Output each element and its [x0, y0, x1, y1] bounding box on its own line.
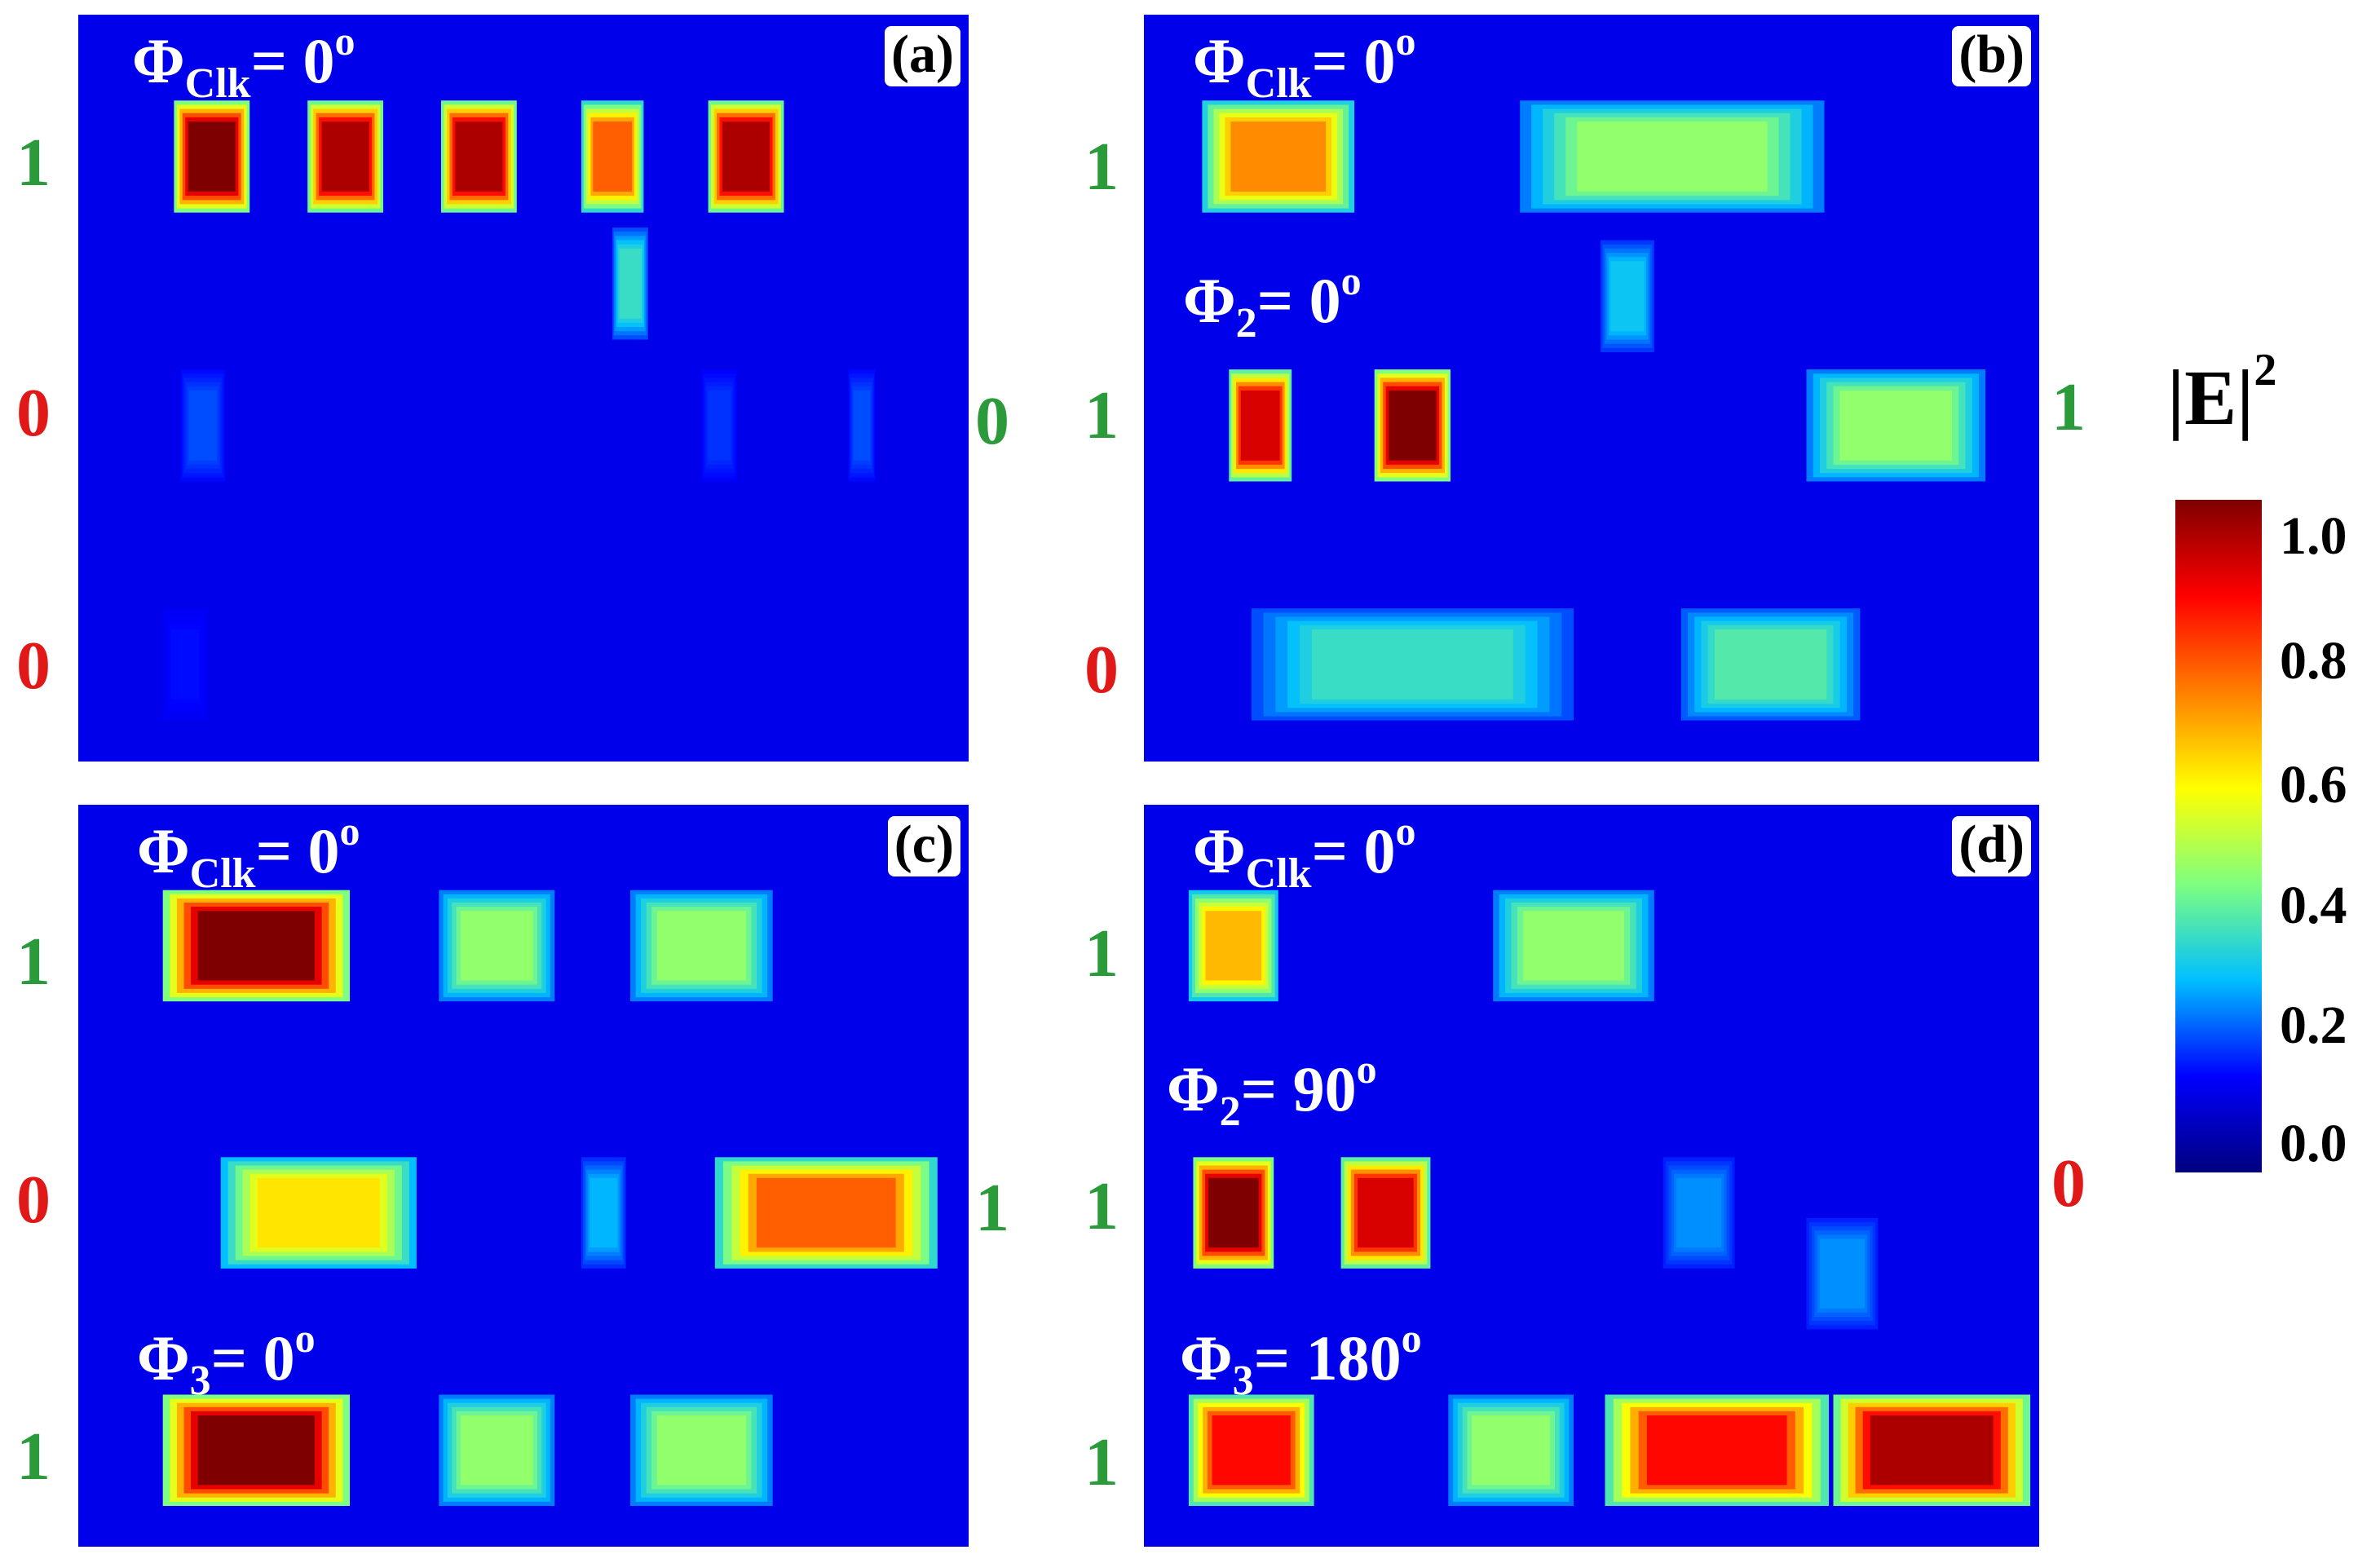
field-hotspot — [1577, 121, 1768, 192]
field-hotspot — [188, 121, 236, 192]
field-hotspot — [722, 121, 770, 192]
panel-c: ΦClk= 0o Φ3= 0o (c) — [78, 805, 969, 1547]
field-hotspot — [1240, 390, 1280, 461]
field-hotspot — [1676, 1177, 1722, 1248]
panel-tag: (c) — [887, 816, 960, 876]
output-b: 1 — [2051, 369, 2086, 445]
field-hotspot — [656, 911, 746, 981]
field-hotspot — [1523, 911, 1624, 981]
phase-clk-label: ΦClk= 0o — [1193, 18, 1416, 107]
panel-d: ΦClk= 0o Φ2= 90o Φ3= 180o (d) — [1144, 805, 2039, 1547]
panel-tag: (a) — [885, 26, 960, 86]
field-hotspot — [1212, 1415, 1291, 1486]
phase-clk-label: ΦClk= 0o — [132, 18, 355, 107]
field-map-d — [1144, 805, 2039, 1547]
field-hotspot — [455, 121, 503, 192]
colorbar-tick-4: 0.4 — [2280, 876, 2347, 935]
phase-2-label: Φ2= 90o — [1167, 1046, 1377, 1135]
field-hotspot — [1820, 1238, 1865, 1309]
panel-b: ΦClk= 0o Φ2= 0o (b) — [1144, 15, 2039, 762]
field-hotspot — [589, 1177, 618, 1248]
field-map-a — [78, 15, 969, 762]
colorbar-tick-6: 0.0 — [2280, 1114, 2347, 1173]
field-map-b — [1144, 15, 2039, 762]
panel-tag: (b) — [1952, 26, 2031, 86]
field-hotspot — [197, 1415, 315, 1486]
field-hotspot — [321, 121, 369, 192]
phase-2-label: Φ2= 0o — [1183, 258, 1362, 347]
colorbar-title: |E|2 — [2167, 345, 2277, 441]
input-d-3: 1 — [1084, 1424, 1119, 1500]
input-a-3: 0 — [16, 628, 51, 704]
phase-3-label: Φ3= 180o — [1180, 1315, 1422, 1404]
input-b-3: 0 — [1084, 632, 1119, 708]
field-hotspot — [460, 911, 533, 981]
input-d-1: 1 — [1084, 916, 1119, 991]
field-hotspot — [1205, 911, 1262, 981]
field-hotspot — [619, 248, 642, 319]
panel-a: ΦClk= 0o (a) — [78, 15, 969, 762]
colorbar-tick-3: 0.6 — [2280, 755, 2347, 815]
output-c: 1 — [975, 1170, 1009, 1246]
field-hotspot — [257, 1177, 380, 1248]
field-map-c — [78, 805, 969, 1547]
input-b-2: 1 — [1084, 378, 1119, 453]
field-hotspot — [853, 390, 871, 461]
field-hotspot — [1208, 1177, 1259, 1248]
output-d: 0 — [2051, 1146, 2086, 1221]
field-hotspot — [1839, 390, 1952, 461]
field-hotspot — [1610, 261, 1645, 332]
input-c-1: 1 — [16, 924, 51, 1000]
field-hotspot — [1715, 629, 1827, 700]
input-a-1: 1 — [16, 125, 51, 201]
panel-tag: (d) — [1952, 816, 2031, 876]
colorbar-tick-2: 0.8 — [2280, 631, 2347, 691]
field-hotspot — [757, 1177, 896, 1248]
field-hotspot — [1870, 1415, 1994, 1486]
phase-clk-label: ΦClk= 0o — [137, 808, 360, 897]
field-hotspot — [1230, 121, 1327, 192]
field-hotspot — [197, 911, 315, 981]
input-c-2: 0 — [16, 1162, 51, 1238]
field-hotspot — [483, 629, 528, 700]
field-hotspot — [171, 629, 200, 700]
field-hotspot — [188, 390, 217, 461]
field-hotspot — [1311, 629, 1513, 700]
field-hotspot — [1389, 390, 1437, 461]
input-c-3: 1 — [16, 1419, 51, 1495]
field-hotspot — [1472, 1415, 1551, 1486]
colorbar — [2175, 500, 2262, 1172]
field-hotspot — [1646, 1415, 1787, 1486]
output-a: 0 — [975, 383, 1009, 459]
phase-3-label: Φ3= 0o — [137, 1315, 316, 1404]
colorbar-tick-1: 1.0 — [2280, 506, 2347, 566]
field-hotspot — [593, 121, 633, 192]
input-b-1: 1 — [1084, 129, 1119, 205]
input-a-2: 0 — [16, 375, 51, 451]
field-hotspot — [460, 1415, 533, 1486]
input-d-2: 1 — [1084, 1168, 1119, 1244]
field-hotspot — [708, 390, 731, 461]
field-hotspot — [1358, 1177, 1414, 1248]
phase-clk-label: ΦClk= 0o — [1193, 808, 1416, 897]
field-hotspot — [656, 1415, 746, 1486]
colorbar-tick-5: 0.2 — [2280, 996, 2347, 1055]
